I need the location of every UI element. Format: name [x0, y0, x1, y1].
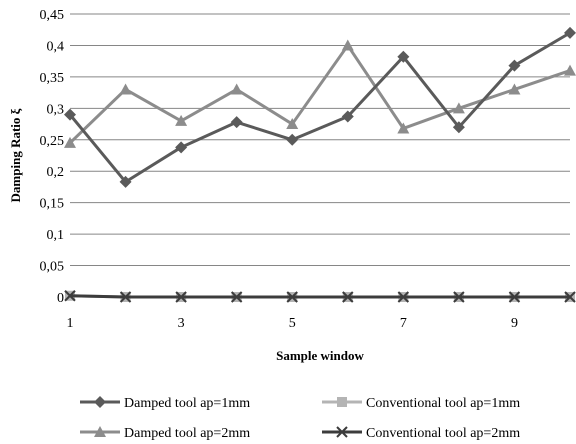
data-point	[286, 133, 299, 146]
data-point	[508, 83, 521, 95]
y-tick-label: 0,45	[40, 8, 65, 23]
data-point	[230, 291, 243, 303]
series-3	[64, 39, 576, 148]
y-tick-label: 0,15	[40, 197, 65, 212]
data-point	[341, 110, 354, 123]
y-tick-label: 0,1	[47, 228, 65, 243]
data-point	[508, 291, 521, 303]
data-point	[564, 64, 576, 76]
y-tick-label: 0,35	[40, 71, 65, 86]
data-point	[452, 121, 465, 134]
data-point	[397, 122, 410, 134]
legend-label: Conventional tool ap=1mm	[366, 396, 520, 411]
data-point	[341, 39, 354, 51]
data-point	[64, 108, 76, 121]
data-point	[564, 291, 576, 303]
y-axis-title: Damping Ratio ξ	[8, 108, 23, 202]
data-point	[175, 291, 187, 303]
data-point	[342, 291, 354, 303]
x-tick-labels: 1 3 5 7 9	[67, 316, 518, 331]
x-tick-label: 5	[289, 316, 296, 331]
series-1	[64, 26, 576, 188]
data-point	[286, 291, 298, 303]
legend-marker	[336, 426, 348, 438]
data-point	[175, 114, 188, 126]
legend: Damped tool ap=1mm Conventional tool ap=1…	[80, 396, 520, 441]
legend-label: Damped tool ap=1mm	[124, 396, 250, 411]
y-tick-label: 0,3	[47, 102, 65, 117]
x-tick-label: 1	[67, 316, 74, 331]
series-4	[64, 290, 576, 303]
x-tick-label: 7	[400, 316, 407, 331]
legend-entry: Conventional tool ap=2mm	[322, 426, 520, 441]
legend-marker	[94, 426, 106, 437]
data-point	[230, 83, 243, 95]
legend-label: Conventional tool ap=2mm	[366, 426, 520, 441]
series-layer	[64, 26, 576, 303]
legend-entry: Damped tool ap=2mm	[80, 426, 250, 441]
x-tick-label: 3	[178, 316, 185, 331]
data-point	[230, 116, 243, 129]
x-tick-label: 9	[511, 316, 518, 331]
data-point	[286, 118, 299, 130]
y-tick-label: 0	[57, 291, 64, 306]
y-tick-label: 0,2	[47, 165, 65, 180]
data-point	[397, 50, 410, 63]
legend-marker	[337, 397, 347, 407]
data-point	[64, 290, 76, 302]
series-line	[69, 294, 570, 299]
data-point	[119, 83, 132, 95]
legend-entry: Conventional tool ap=1mm	[322, 396, 520, 411]
data-point	[64, 136, 76, 148]
data-point	[119, 291, 132, 303]
data-point	[452, 102, 465, 114]
data-point	[397, 291, 410, 303]
legend-marker	[94, 396, 106, 408]
y-tick-labels: 0 0,05 0,1 0,15 0,2 0,25 0,3 0,35 0,4 0,45	[40, 8, 65, 306]
y-tick-label: 0,25	[40, 134, 65, 149]
data-point	[564, 26, 576, 39]
series-line	[68, 31, 571, 184]
data-point	[453, 291, 465, 303]
data-point	[119, 175, 132, 188]
series-line	[68, 43, 571, 145]
legend-label: Damped tool ap=2mm	[124, 426, 250, 441]
y-tick-label: 0,05	[40, 260, 65, 275]
data-point	[508, 59, 521, 72]
y-tick-label: 0,4	[47, 39, 65, 54]
legend-entry: Damped tool ap=1mm	[80, 396, 250, 411]
data-point	[175, 141, 188, 154]
gridlines	[70, 13, 570, 267]
x-axis-title: Sample window	[276, 348, 364, 363]
